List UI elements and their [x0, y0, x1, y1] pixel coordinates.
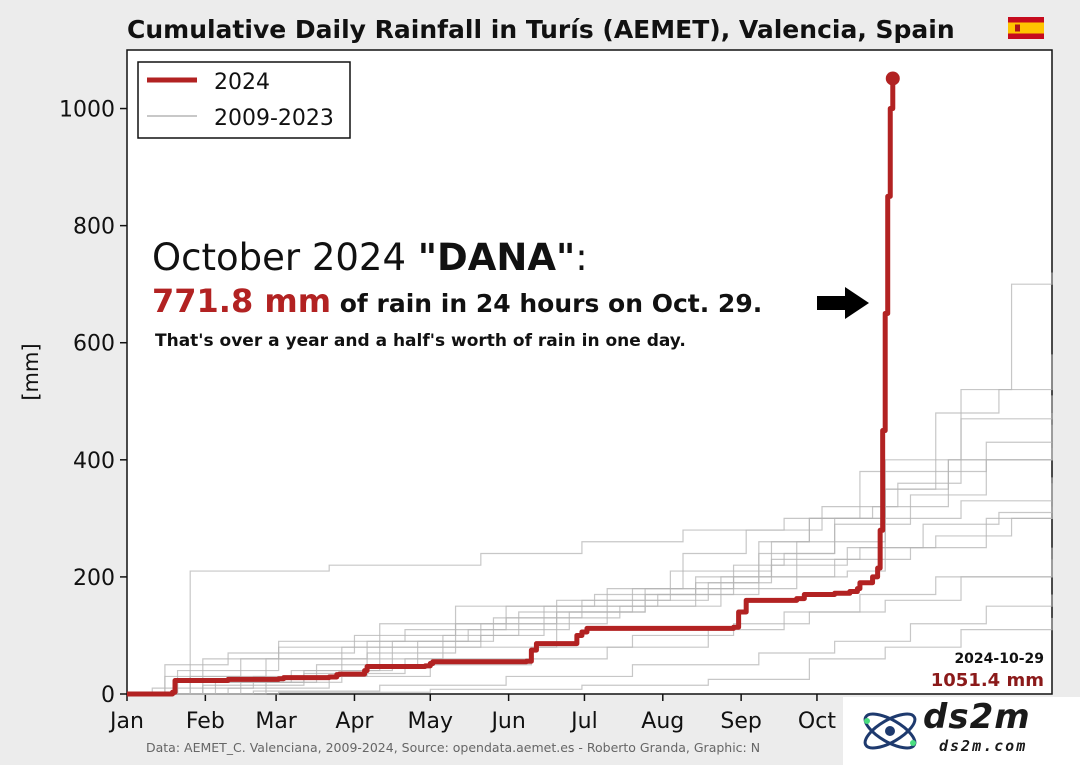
legend-label-2024: 2024 — [214, 70, 270, 95]
annotation-line1: October 2024 "DANA": — [152, 236, 588, 279]
historic-series-line — [127, 395, 1053, 695]
watermark-name: ds2m — [923, 697, 1031, 737]
source-footer: Data: AEMET_C. Valenciana, 2009-2024, So… — [146, 740, 760, 755]
y-tick-label: 400 — [73, 449, 115, 474]
watermark: ds2m ds2m.com — [843, 697, 1080, 765]
series-2024-end-point — [885, 71, 900, 86]
x-tick-label: Jul — [569, 709, 598, 734]
series-2024-line — [127, 78, 896, 697]
chart-title: Cumulative Daily Rainfall in Turís (AEME… — [127, 15, 955, 44]
legend-box — [137, 61, 351, 139]
historic-series-line — [127, 272, 1053, 695]
x-tick-label: Jan — [108, 709, 144, 734]
legend-label-historic: 2009-2023 — [214, 106, 334, 131]
historic-series-group — [127, 272, 1053, 695]
y-tick-label: 200 — [73, 566, 115, 591]
x-tick-label: Feb — [186, 709, 225, 734]
x-tick-label: May — [408, 709, 453, 734]
right-arrow-icon — [817, 287, 869, 319]
y-tick-label: 0 — [101, 683, 115, 708]
historic-series-line — [127, 424, 1053, 695]
historic-series-line — [127, 412, 1053, 695]
historic-series-line — [127, 617, 1053, 695]
x-tick-label: Mar — [255, 709, 297, 734]
end-value-label: 1051.4 mm — [931, 670, 1044, 691]
historic-series-line — [127, 506, 1053, 695]
spain-flag-icon — [1008, 17, 1044, 39]
annotation-line3: That's over a year and a half's worth of… — [155, 331, 686, 351]
x-tick-label: Sep — [720, 709, 761, 734]
annotation-line2: 771.8 mm of rain in 24 hours on Oct. 29. — [152, 282, 762, 320]
y-tick-label: 1000 — [59, 98, 115, 123]
y-tick-label: 600 — [73, 332, 115, 357]
x-tick-label: Aug — [641, 709, 684, 734]
plot-area — [126, 49, 1053, 695]
y-tick-label: 800 — [73, 215, 115, 240]
historic-series-line — [127, 594, 1053, 695]
watermark-url: ds2m.com — [939, 737, 1028, 755]
historic-series-line — [127, 547, 1053, 695]
axis-ticks: 0 200 400 600 800 1000 Jan Feb Mar Apr May Jun Jul Au… — [59, 98, 836, 734]
x-tick-label: Apr — [335, 709, 374, 734]
x-tick-label: Oct — [798, 709, 836, 734]
legend: 2024 2009-2023 — [137, 61, 351, 139]
annotation: October 2024 "DANA": 771.8 mm of rain in… — [152, 236, 869, 351]
y-axis-label: [mm] — [19, 343, 43, 400]
atom-logo-icon — [863, 712, 917, 750]
series-2024-group — [127, 71, 900, 697]
end-date-label: 2024-10-29 — [954, 651, 1044, 667]
x-tick-label: Jun — [489, 709, 525, 734]
